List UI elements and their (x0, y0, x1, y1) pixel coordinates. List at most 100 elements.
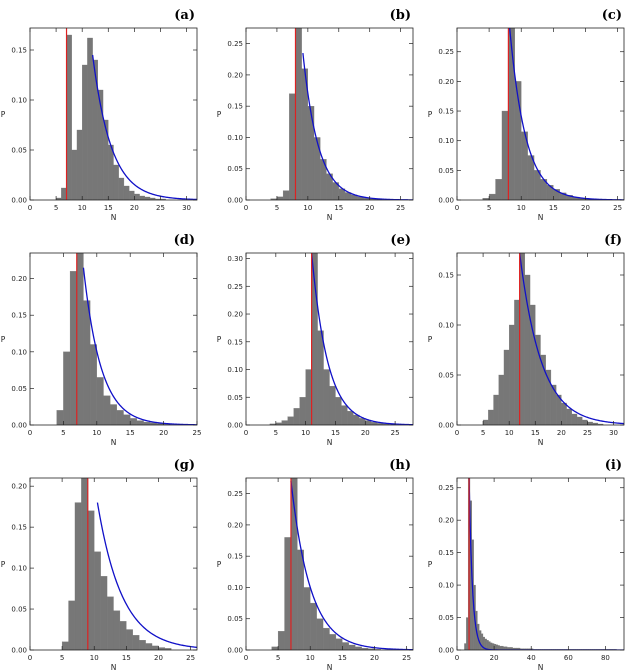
histogram-bar (123, 414, 131, 425)
y-tick-label: 0.10 (227, 134, 243, 142)
histogram-bar (295, 28, 302, 200)
x-tick-label: 15 (126, 429, 135, 437)
histogram-bar (582, 419, 588, 425)
histogram-bar (103, 395, 111, 425)
x-tick-label: 25 (391, 429, 400, 437)
histogram-bar (61, 641, 69, 650)
histogram-bar (488, 641, 491, 650)
x-tick-label: 15 (338, 654, 347, 662)
x-tick-label: 15 (531, 429, 540, 437)
histogram-bar (297, 549, 304, 650)
histogram-bar (271, 646, 279, 650)
histogram-bar (365, 420, 372, 425)
histogram-bar (68, 600, 76, 650)
x-tick-label: 25 (613, 204, 622, 212)
y-axis-label: P (1, 560, 6, 569)
y-axis-label: P (1, 110, 6, 119)
y-tick-label: 0.00 (227, 422, 243, 430)
histogram-bar (527, 155, 535, 200)
x-tick-label: 30 (609, 429, 618, 437)
plot-frame (245, 252, 414, 426)
histogram-bar (61, 187, 67, 200)
histogram-bar (113, 610, 121, 650)
y-axis-label: P (1, 335, 6, 344)
fit-curve (290, 481, 413, 650)
histogram-bar (281, 420, 288, 425)
x-tick-label: 15 (334, 204, 343, 212)
y-tick-label: 0.15 (227, 553, 243, 561)
panel-label: (h) (389, 458, 411, 473)
x-tick-label: 0 (244, 654, 248, 662)
x-tick-label: 0 (244, 204, 248, 212)
panel-label: (a) (174, 8, 195, 23)
histogram-bar (495, 179, 503, 200)
panel-label: (f) (604, 233, 622, 248)
y-tick-label: 0.25 (227, 283, 243, 291)
histogram-bar (100, 576, 108, 650)
histogram-bar (466, 617, 469, 650)
histogram-bar (576, 416, 583, 425)
y-tick-label: 0.05 (438, 167, 454, 175)
histogram-bar (329, 386, 336, 425)
histogram-bar (566, 408, 572, 425)
x-tick-label: 25 (193, 429, 202, 437)
y-tick-label: 0.20 (438, 517, 454, 525)
x-tick-label: 15 (122, 654, 131, 662)
y-tick-label: 0.05 (438, 614, 454, 622)
chart-panel: 0 5 10 15 20 25 0.00 0.05 0.10 0.15 0.20 0.25 N P (b) (217, 8, 414, 222)
x-tick-label: 20 (365, 204, 374, 212)
chart-panel: 0 5 10 15 20 25 0.00 0.05 0.10 0.15 0.20 N P (d) (1, 233, 202, 447)
y-axis-label: P (217, 560, 222, 569)
fit-curve (96, 502, 197, 649)
histogram-bar (110, 404, 117, 425)
histogram-bar (335, 638, 343, 650)
chart-panel: 0 5 10 15 20 25 0.00 0.05 0.10 0.15 0.20 0.25 N P (h) (217, 458, 414, 670)
y-tick-label: 0.05 (227, 165, 243, 173)
x-tick-label: 5 (274, 429, 278, 437)
histogram-bar (348, 644, 356, 650)
histogram-bar (136, 420, 144, 425)
histogram-bar (316, 618, 324, 650)
y-tick-label: 0.10 (11, 348, 27, 356)
fit-curve (509, 28, 624, 200)
histogram-bar (144, 196, 151, 200)
histogram-bar (305, 369, 312, 425)
plot-frame (29, 27, 198, 201)
histogram-bar (113, 164, 119, 200)
histogram-bar (102, 119, 109, 200)
histogram-bar (353, 414, 360, 425)
panel-label: (d) (174, 233, 195, 248)
x-tick-label: 20 (361, 429, 370, 437)
histogram-bar (293, 408, 300, 425)
chart-panel: 0 5 10 15 20 25 0.00 0.05 0.10 0.15 0.20 0.25 0.30 N P… (217, 233, 414, 447)
fit-curve (82, 267, 197, 425)
histogram-bar (464, 643, 467, 650)
y-tick-label: 0.00 (438, 422, 454, 430)
y-tick-label: 0.00 (438, 197, 454, 205)
x-tick-label: 0 (455, 204, 459, 212)
histogram-bar (497, 645, 500, 650)
histogram-bar (282, 190, 290, 200)
x-tick-label: 20 (159, 429, 168, 437)
x-tick-label: 25 (156, 204, 165, 212)
histogram-bar (277, 631, 285, 650)
y-axis-label: P (428, 335, 433, 344)
x-tick-label: 20 (581, 204, 590, 212)
histogram-bar (488, 409, 494, 425)
histogram-bar (571, 413, 578, 425)
x-tick-label: 5 (481, 429, 485, 437)
histogram-bar (56, 410, 64, 425)
panel-label: (c) (602, 8, 622, 23)
x-tick-label: 5 (54, 204, 58, 212)
y-tick-label: 0.00 (227, 647, 243, 655)
x-tick-label: 10 (306, 654, 315, 662)
histogram-bar (488, 193, 496, 200)
plot-frame (29, 252, 198, 426)
y-tick-label: 0.10 (438, 322, 454, 330)
histogram-bar (92, 59, 98, 200)
histogram-bar (509, 324, 515, 425)
x-tick-label: 0 (244, 429, 248, 437)
y-tick-label: 0.05 (227, 615, 243, 623)
histogram-bar (108, 144, 114, 200)
fit-curve (518, 253, 624, 425)
